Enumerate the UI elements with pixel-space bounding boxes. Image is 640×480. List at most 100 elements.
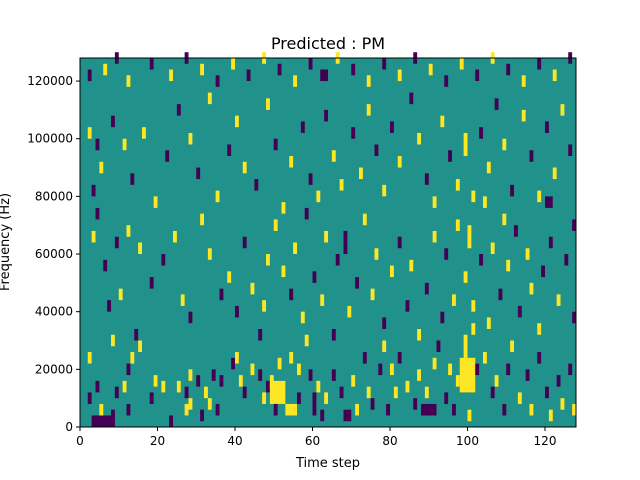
heatmap-cell-255 — [552, 69, 557, 82]
heatmap-cell-164 — [548, 236, 553, 249]
heatmap-cell-61 — [390, 363, 394, 376]
heatmap-cell-170 — [99, 161, 104, 174]
heatmap-cell-131 — [335, 254, 340, 266]
heatmap-cell-174 — [130, 173, 135, 185]
heatmap-cell-143 — [417, 328, 422, 341]
heatmap-cell-42 — [297, 392, 301, 404]
heatmap-cell-214 — [486, 161, 491, 174]
heatmap-cell-159 — [517, 305, 522, 318]
y-tick-label: 100000 — [27, 132, 73, 146]
x-tick-label: 0 — [76, 434, 84, 448]
heatmap-cell-110 — [188, 311, 193, 324]
heatmap-cell-105 — [138, 242, 143, 255]
heatmap-cell-249 — [459, 58, 464, 70]
heatmap-cell-35 — [266, 380, 270, 393]
heatmap-cell-186 — [254, 179, 259, 191]
heatmap-cell-215 — [494, 98, 499, 110]
heatmap-cell-250 — [475, 69, 480, 82]
heatmap-cell-175 — [142, 127, 146, 139]
heatmap-cell-39 — [277, 357, 282, 370]
heatmap-cell-23 — [204, 386, 208, 399]
heatmap-cell-259 — [502, 213, 507, 226]
heatmap-cell-11 — [134, 328, 139, 341]
heatmap-cell-60 — [386, 403, 391, 416]
heatmap-cell-150 — [463, 271, 468, 283]
heatmap-cell-160 — [525, 248, 530, 260]
heatmap-cell-72 — [448, 363, 453, 376]
heatmap-cell-189 — [281, 202, 286, 214]
heatmap-cell-9 — [130, 352, 135, 364]
heatmap-cell-69 — [432, 357, 437, 370]
heatmap-cell-141 — [405, 300, 410, 312]
heatmap-cell-65 — [413, 398, 418, 410]
heatmap-cell-96 — [87, 352, 92, 364]
heatmap-cell-125 — [300, 311, 305, 324]
heatmap-cell-163 — [541, 265, 546, 278]
heatmap-cell-155 — [490, 242, 495, 255]
heatmap-cell-92 — [556, 375, 561, 387]
heatmap-cell-199 — [366, 104, 371, 116]
heatmap-cell-26 — [215, 403, 220, 416]
heatmap-cell-152 — [471, 300, 476, 312]
heatmap-cell-48 — [320, 409, 325, 422]
heatmap-cell-206 — [424, 173, 429, 185]
heatmap-cell-187 — [266, 98, 270, 110]
heatmap-cell-22 — [200, 409, 205, 422]
heatmap-cell-136 — [370, 288, 375, 301]
heatmap-cell-101 — [95, 207, 100, 220]
heatmap-cell-115 — [235, 305, 239, 318]
heatmap-cell-85 — [510, 340, 515, 353]
heatmap-cell-117 — [250, 282, 255, 295]
x-axis-ticks: 0 20 40 60 80 100 120 — [76, 427, 556, 448]
heatmap-cell-176 — [153, 196, 158, 208]
x-tick-label: 100 — [456, 434, 479, 448]
y-tick-label: 40000 — [35, 305, 73, 319]
heatmap-cell-138 — [382, 317, 387, 329]
heatmap-cell-15 — [169, 415, 174, 427]
heatmap-cell-25 — [211, 369, 216, 381]
heatmap-cell-180 — [196, 167, 201, 180]
heatmap-cell-7 — [126, 403, 131, 416]
heatmap-cell-52 — [343, 409, 352, 422]
heatmap-cell-200 — [374, 144, 379, 157]
heatmap-cell-213 — [479, 127, 484, 139]
heatmap-cell-107 — [161, 254, 166, 266]
heatmap-cell-41 — [289, 352, 294, 364]
heatmap-cell-235 — [246, 69, 251, 82]
heatmap-cell-113 — [219, 288, 224, 301]
heatmap-cell-126 — [304, 207, 309, 220]
heatmap-cell-77 — [467, 409, 472, 422]
heatmap-cell-157 — [506, 259, 511, 272]
heatmap-cell-151 — [467, 225, 472, 249]
heatmap-cell-258 — [572, 219, 577, 231]
heatmap-cell-32 — [250, 363, 255, 376]
heatmap-cell-179 — [188, 132, 193, 145]
heatmap-cell-169 — [95, 138, 100, 151]
heatmap-cell-53 — [351, 375, 356, 387]
heatmap-cell-78 — [471, 323, 476, 335]
heatmap-cell-111 — [200, 213, 205, 226]
heatmap-cell-254 — [537, 58, 542, 70]
y-tick-label: 60000 — [35, 247, 73, 261]
heatmap-cell-82 — [494, 375, 499, 387]
y-tick-label: 80000 — [35, 189, 73, 203]
heatmap-cell-145 — [432, 230, 437, 243]
heatmap-cell-149 — [455, 219, 460, 231]
heatmap-cell-102 — [103, 259, 108, 272]
heatmap-cell-112 — [207, 248, 212, 260]
heatmap-cell-24 — [207, 398, 212, 410]
heatmap-cell-245 — [397, 69, 402, 82]
heatmap-cell-103 — [114, 236, 119, 249]
heatmap-cell-146 — [440, 311, 445, 324]
heatmap-cell-205 — [417, 132, 422, 145]
heatmap-cell-5 — [114, 386, 119, 399]
heatmap-cell-58 — [378, 363, 383, 376]
heatmap-cell-6 — [122, 380, 127, 393]
heatmap-cell-242 — [351, 63, 356, 76]
heatmap-cell-220 — [537, 190, 542, 203]
x-tick-label: 40 — [227, 434, 242, 448]
heatmap-cell-156 — [498, 288, 503, 301]
heatmap-cell-225 — [87, 69, 92, 82]
heatmap-cell-217 — [510, 184, 515, 197]
